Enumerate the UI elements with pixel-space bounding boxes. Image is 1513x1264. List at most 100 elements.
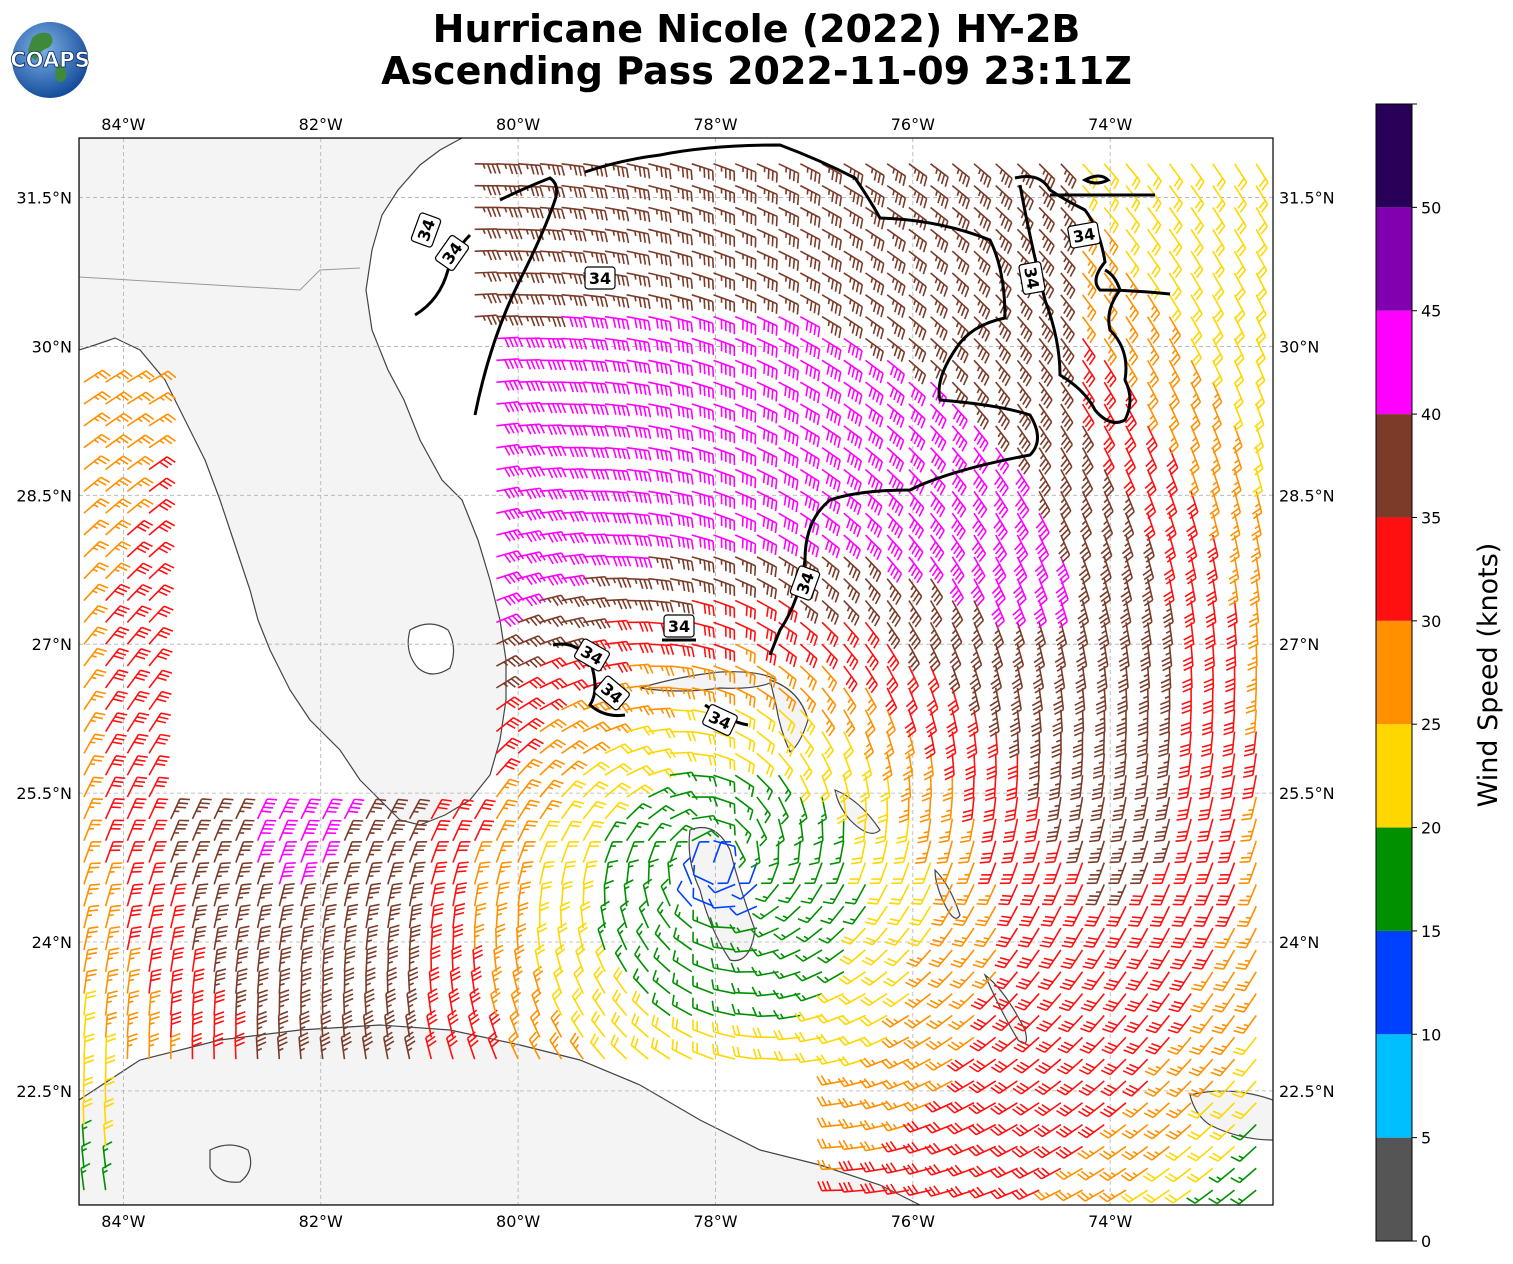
- wind-barb: [773, 927, 801, 941]
- wind-barb: [365, 861, 383, 885]
- wind-barb: [148, 968, 162, 994]
- wind-barb: [1195, 862, 1214, 885]
- wind-barb: [648, 643, 675, 656]
- wind-barb: [934, 862, 954, 885]
- wind-barb: [278, 861, 296, 885]
- wind-barb: [385, 988, 397, 1016]
- wind-barb: [1058, 512, 1071, 541]
- wind-barb: [300, 819, 320, 842]
- wind-barb: [1075, 644, 1088, 672]
- wind-barb: [928, 949, 953, 968]
- wind-barb: [517, 572, 546, 586]
- wind-barb: [972, 949, 997, 969]
- wind-barb: [1097, 644, 1109, 672]
- wind-barb: [669, 446, 694, 463]
- wind-barb: [995, 185, 1013, 211]
- wind-barb: [648, 665, 675, 677]
- wind-barb: [1249, 578, 1260, 606]
- wind-barb: [950, 556, 965, 584]
- wind-barb: [1132, 818, 1149, 843]
- wind-barb: [561, 595, 590, 608]
- wind-barb: [951, 272, 970, 298]
- wind-barb: [532, 965, 544, 994]
- colorbar-tick-label: 35: [1421, 508, 1441, 527]
- wind-barb: [932, 884, 954, 906]
- wind-barb: [1101, 1036, 1127, 1055]
- colorbar-tick-label: 10: [1421, 1025, 1441, 1044]
- wind-barb: [595, 944, 606, 973]
- wind-barb: [1075, 665, 1087, 694]
- wind-barb: [1011, 1166, 1040, 1179]
- wind-barb: [496, 571, 525, 585]
- colorbar-segment: [1376, 207, 1412, 311]
- wind-barb: [1230, 1189, 1257, 1205]
- wind-barb: [1180, 709, 1192, 736]
- wind-barb: [408, 903, 423, 929]
- wind-barb: [126, 583, 153, 602]
- wind-barb: [610, 1011, 628, 1038]
- wind-barb: [755, 883, 780, 903]
- wind-barb: [756, 359, 778, 380]
- wind-barb: [966, 731, 978, 759]
- wind-barb: [1125, 359, 1138, 388]
- wind-barb: [951, 163, 971, 188]
- wind-barb: [1030, 731, 1041, 759]
- wind-barb: [799, 228, 821, 250]
- wind-barb: [886, 447, 905, 473]
- wind-barb: [799, 315, 821, 338]
- wind-barb: [908, 184, 928, 209]
- wind-barb: [904, 709, 917, 738]
- wind-barb: [614, 944, 628, 973]
- wind-barb: [604, 640, 633, 652]
- wind-barb: [148, 733, 171, 754]
- wind-barb: [1012, 600, 1026, 629]
- wind-barb: [583, 294, 609, 308]
- wind-barb: [1211, 403, 1222, 432]
- wind-barb: [1188, 1080, 1214, 1098]
- lon-label-bottom: 76°W: [891, 1212, 935, 1231]
- wind-barb: [973, 359, 990, 386]
- wind-barb: [148, 776, 169, 798]
- wind-barb: [148, 456, 176, 471]
- wind-barb: [886, 556, 903, 583]
- wind-barb: [973, 250, 991, 276]
- wind-barb: [950, 534, 966, 562]
- wind-barb: [539, 615, 568, 628]
- wind-barb: [990, 1102, 1018, 1115]
- wind-barb: [799, 468, 820, 492]
- wind-barb: [1038, 163, 1056, 189]
- wind-barb: [692, 931, 714, 951]
- wind-barb: [864, 512, 883, 538]
- wind-barb: [83, 1054, 95, 1081]
- wind-barb: [711, 979, 736, 995]
- colorbar-segment: [1376, 414, 1412, 518]
- wind-barb: [648, 446, 673, 462]
- wind-barb: [838, 992, 866, 1005]
- wind-barb: [969, 1036, 997, 1052]
- wind-barb: [104, 947, 120, 972]
- wind-barb: [1168, 272, 1182, 301]
- wind-barb: [626, 228, 651, 244]
- wind-barb: [517, 717, 545, 733]
- lat-label-left: 27°N: [32, 635, 72, 654]
- wind-barb: [539, 881, 553, 907]
- wind-barb: [387, 840, 406, 863]
- wind-barb: [815, 1033, 844, 1045]
- wind-barb: [430, 882, 446, 907]
- wind-barb: [583, 490, 610, 502]
- wind-barb: [321, 946, 335, 972]
- wind-barb: [813, 818, 824, 846]
- wind-barb: [951, 185, 971, 210]
- wind-barb: [407, 966, 419, 994]
- wind-barb: [900, 775, 912, 803]
- wind-barb: [734, 534, 757, 554]
- wind-barb: [778, 446, 799, 469]
- wind-barb: [256, 1010, 268, 1038]
- wind-barb: [669, 665, 696, 679]
- wind-barb: [1125, 338, 1139, 366]
- wind-barb: [889, 884, 910, 905]
- wind-barb: [691, 512, 715, 530]
- wind-barb: [1167, 1036, 1192, 1055]
- wind-barb: [604, 801, 630, 820]
- wind-barb: [256, 946, 271, 972]
